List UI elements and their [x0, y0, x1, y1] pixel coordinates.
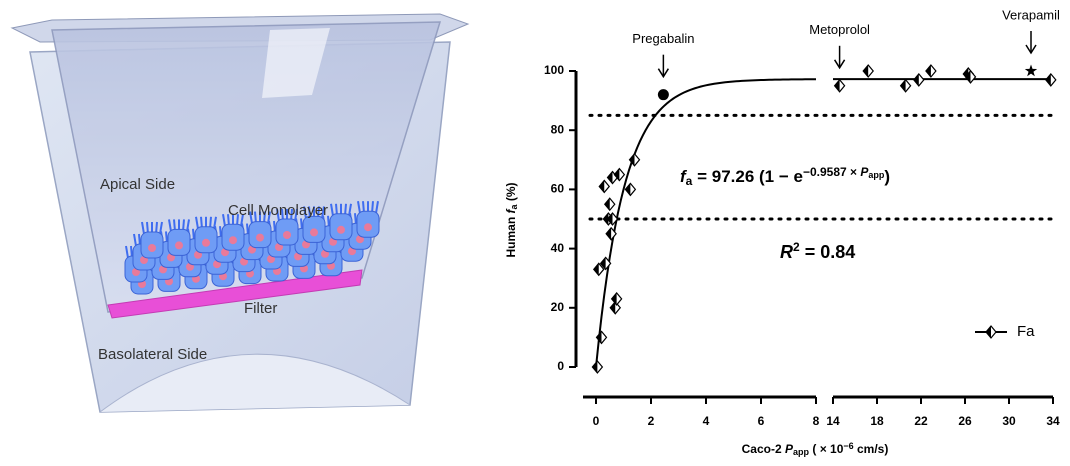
y-tick-label: 20: [551, 300, 565, 314]
diamond-marker: [985, 325, 997, 339]
annotation-label: Pregabalin: [632, 31, 694, 46]
axis-label: fa = 97.26 (1 − e−0.9587 × Papp): [680, 165, 890, 188]
label-part: −0.9587 ×: [803, 165, 860, 179]
cell: [356, 201, 380, 238]
cell: [275, 208, 299, 246]
illustration-label: Filter: [244, 300, 277, 317]
axis-label: Caco-2 Papp ( × 10−6 cm/s): [742, 441, 889, 457]
cell: [329, 203, 353, 241]
x-tick-label: 8: [813, 414, 820, 428]
diamond-marker: [1045, 72, 1057, 87]
label-part: R: [780, 242, 793, 262]
label-part: f: [680, 167, 688, 186]
diamond-marker: [599, 256, 612, 271]
y-tick-label: 0: [557, 359, 564, 373]
diamond-marker: [913, 72, 925, 87]
label-part: (%): [504, 182, 518, 204]
cell: [167, 219, 191, 256]
fit-curve: [595, 78, 817, 368]
diamond-marker: [605, 226, 617, 241]
highlight-point: [657, 89, 669, 101]
chart: 0 20 40 60 80 100 0 2 4 6 8 14 18 22 26 30 34 Caco-2 Papp…: [504, 7, 1060, 457]
cell: [194, 216, 218, 254]
cell: [221, 214, 245, 251]
label-part: app: [868, 170, 885, 180]
x-tick-label: 2: [648, 414, 655, 428]
label-part: = 97.26 (1 − e: [692, 167, 803, 186]
annotation-arrowhead: [833, 59, 846, 70]
label-part: Human: [504, 214, 518, 258]
highlight-point: [1024, 64, 1038, 77]
axis-label: R2 = 0.84: [780, 240, 855, 262]
legend-label: Fa: [1017, 323, 1035, 340]
x-tick-label: 4: [703, 414, 710, 428]
diamond-marker: [925, 64, 937, 78]
diamond-marker: [591, 360, 604, 374]
axis-label: Human fa (%): [504, 182, 519, 257]
label-part: 2: [793, 240, 800, 254]
label-part: Caco-2: [742, 442, 785, 456]
y-tick-label: 100: [544, 63, 564, 77]
diamond-marker: [606, 212, 619, 226]
illustration-label: Cell Monolayer: [228, 202, 328, 219]
label-part: ): [884, 167, 890, 186]
label-part: a: [686, 174, 693, 188]
annotation-label: Metoprolol: [809, 22, 870, 37]
illustration-label: Basolateral Side: [98, 346, 207, 363]
annotation-arrowhead: [657, 68, 670, 79]
label-part: ( × 10: [809, 442, 844, 456]
x-tick-label: 34: [1046, 414, 1060, 428]
y-tick-label: 60: [551, 182, 565, 196]
diamond-marker: [595, 330, 608, 345]
y-tick-label: 80: [551, 122, 565, 136]
x-tick-label: 14: [826, 414, 840, 428]
x-tick-label: 30: [1002, 414, 1016, 428]
x-tick-label: 22: [914, 414, 928, 428]
y-tick-label: 40: [551, 241, 565, 255]
x-tick-label: 26: [958, 414, 972, 428]
diamond-marker: [610, 291, 623, 306]
diamond-marker: [964, 69, 977, 84]
annotation-arrowhead: [1025, 44, 1037, 55]
label-part: P: [785, 442, 794, 456]
diamond-marker: [862, 64, 874, 78]
diamond-marker: [592, 262, 605, 277]
diamond-marker: [598, 179, 611, 194]
label-part: app: [793, 447, 810, 457]
label-part: = 0.84: [800, 242, 856, 262]
x-tick-label: 6: [758, 414, 765, 428]
label-part: a: [509, 204, 519, 210]
diamond-marker: [624, 182, 637, 197]
illustration-label: Apical Side: [100, 176, 175, 193]
cell: [302, 206, 326, 243]
x-tick-label: 0: [593, 414, 600, 428]
diamond-marker: [833, 78, 846, 93]
label-part: f: [504, 209, 518, 214]
annotation-label: Verapamil: [1002, 7, 1060, 22]
cell: [248, 211, 272, 249]
diamond-marker: [628, 152, 641, 167]
x-tick-label: 18: [870, 414, 884, 428]
diamond-marker: [613, 167, 626, 182]
diamond-marker: [609, 300, 622, 315]
transwell-illustration: [10, 13, 470, 413]
diamond-marker: [603, 197, 616, 212]
label-part: cm/s): [854, 442, 889, 456]
label-part: −6: [843, 441, 853, 451]
cell: [140, 221, 164, 259]
diamond-marker: [899, 78, 912, 93]
label-part: P: [860, 165, 869, 179]
